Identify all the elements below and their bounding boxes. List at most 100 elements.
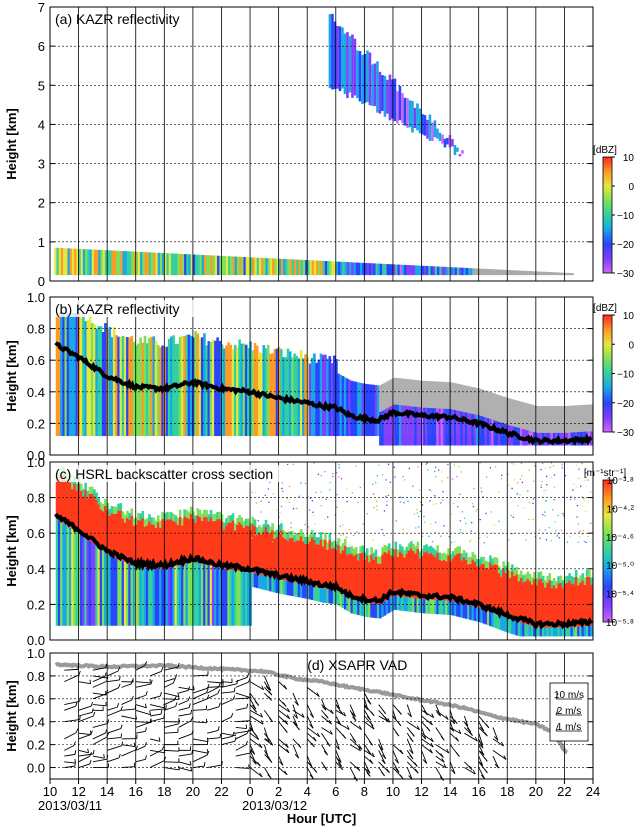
wind-barb-flag <box>268 696 272 701</box>
reflectivity-column <box>549 272 552 276</box>
noise-dot <box>298 495 301 497</box>
noise-dot <box>387 494 390 497</box>
backscatter-column <box>172 521 175 567</box>
reflectivity-column <box>385 408 389 446</box>
reflectivity-column <box>481 268 484 276</box>
noise-dot <box>562 496 564 498</box>
reflectivity-column <box>441 134 444 144</box>
backscatter-column <box>64 524 68 626</box>
backscatter-column <box>313 586 316 601</box>
noise-dot <box>281 487 283 490</box>
backscatter-column <box>99 548 103 626</box>
noise-dot <box>562 513 564 515</box>
backscatter-column <box>143 567 147 626</box>
wind-barb <box>464 732 478 742</box>
reflectivity-column <box>119 336 123 437</box>
reflectivity-column <box>399 264 403 276</box>
backscatter-column <box>148 567 151 626</box>
reflectivity-column <box>274 258 277 276</box>
reflectivity-column <box>475 388 479 437</box>
reflectivity-column <box>181 254 185 276</box>
reflectivity-column <box>137 343 140 437</box>
noise-dot <box>554 521 556 523</box>
reflectivity-column <box>423 407 426 446</box>
reflectivity-column <box>537 406 541 437</box>
backscatter-column <box>222 568 226 626</box>
reflectivity-column <box>464 412 468 446</box>
reflectivity-column <box>286 348 290 437</box>
backscatter-column <box>552 585 556 628</box>
reflectivity-column <box>157 252 161 276</box>
wind-barb-flag <box>175 674 178 679</box>
wind-barb-flag <box>145 727 147 732</box>
backscatter-column <box>115 506 118 514</box>
backscatter-column <box>504 565 508 573</box>
wind-barb <box>292 744 300 759</box>
backscatter-column <box>198 516 202 564</box>
backscatter-column <box>277 579 281 594</box>
reflectivity-column <box>442 408 446 446</box>
y-tick-label: 0.2 <box>27 597 45 612</box>
reflectivity-column <box>462 411 466 446</box>
backscatter-column <box>220 521 224 569</box>
reflectivity-column <box>148 252 152 276</box>
reflectivity-column <box>84 321 87 437</box>
backscatter-column <box>524 581 527 624</box>
reflectivity-column <box>407 406 411 446</box>
reflectivity-column <box>343 377 347 437</box>
reflectivity-column <box>118 250 121 276</box>
reflectivity-column <box>404 264 407 276</box>
backscatter-column <box>209 565 213 626</box>
backscatter-column <box>291 537 294 582</box>
backscatter-column <box>104 498 107 506</box>
reflectivity-column <box>539 406 543 437</box>
backscatter-column <box>405 554 409 598</box>
wind-barb-flag <box>483 768 488 774</box>
wind-barb-flag <box>187 686 190 691</box>
backscatter-column <box>119 510 123 560</box>
noise-dot <box>545 500 547 502</box>
wind-barb <box>421 715 433 726</box>
reflectivity-column <box>77 312 81 437</box>
reflectivity-column <box>285 259 288 276</box>
backscatter-column <box>137 520 140 568</box>
backscatter-column <box>233 530 237 571</box>
noise-dot <box>356 531 358 533</box>
wind-barb <box>92 667 106 671</box>
reflectivity-column <box>255 345 259 437</box>
wind-barb-flag <box>279 761 284 766</box>
backscatter-column <box>416 541 420 549</box>
backscatter-column <box>577 577 580 586</box>
backscatter-column <box>385 553 389 601</box>
noise-dot <box>553 486 556 488</box>
backscatter-column <box>339 592 343 607</box>
wind-barb <box>78 763 90 768</box>
backscatter-column <box>172 566 175 626</box>
wind-barb-flag <box>120 706 123 711</box>
wind-barb <box>121 708 136 711</box>
noise-dot <box>334 514 336 516</box>
backscatter-column <box>203 509 206 517</box>
wind-barb-flag <box>436 711 441 717</box>
wind-barb <box>335 698 341 709</box>
backscatter-column <box>295 582 299 597</box>
backscatter-column <box>297 583 301 598</box>
reflectivity-column <box>541 406 545 437</box>
wind-barb <box>421 709 434 718</box>
reflectivity-column <box>68 312 72 437</box>
reflectivity-column <box>469 413 472 446</box>
noise-dot <box>271 541 274 543</box>
reflectivity-column <box>337 373 340 437</box>
backscatter-column <box>398 596 402 611</box>
reflectivity-column <box>547 271 550 276</box>
wind-barb-flag <box>474 736 478 742</box>
reflectivity-column <box>320 260 324 276</box>
backscatter-column <box>559 575 563 583</box>
reflectivity-column <box>437 266 440 276</box>
backscatter-column <box>194 522 197 563</box>
noise-dot <box>453 464 456 466</box>
reflectivity-column <box>433 120 437 138</box>
wind-barb <box>64 674 79 683</box>
wind-barb <box>235 727 247 729</box>
